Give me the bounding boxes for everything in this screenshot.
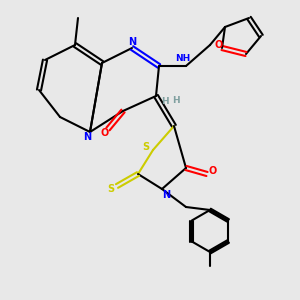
Text: N: N bbox=[83, 131, 91, 142]
Text: O: O bbox=[101, 128, 109, 139]
Text: S: S bbox=[107, 184, 115, 194]
Text: NH: NH bbox=[176, 54, 190, 63]
Text: N: N bbox=[128, 37, 136, 47]
Text: O: O bbox=[209, 166, 217, 176]
Text: H: H bbox=[161, 98, 169, 106]
Text: N: N bbox=[162, 190, 171, 200]
Text: O: O bbox=[215, 40, 223, 50]
Text: S: S bbox=[142, 142, 149, 152]
Text: H: H bbox=[172, 96, 179, 105]
